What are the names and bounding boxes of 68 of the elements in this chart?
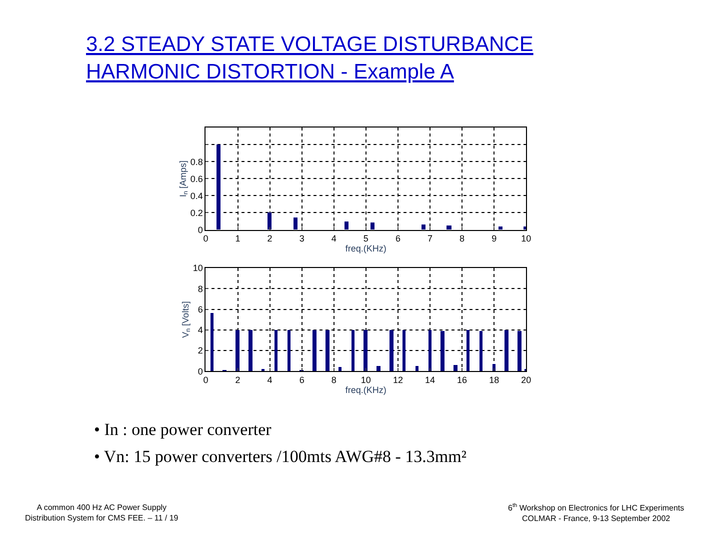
bar [294,218,298,230]
x-tick-label: 9 [492,234,497,244]
text: • In : one power converter [94,420,272,439]
bar [364,330,368,372]
y-tick-label: 0.2 [190,208,203,218]
x-tick-label: 4 [267,374,272,385]
text: A common 400 Hz AC Power Supply Distribution System for CMS FEE. – 11 / 19 [25,503,179,522]
x-tick-label: 6 [395,234,400,244]
y-tick-label: 2 [198,346,203,356]
bar [210,313,214,372]
bar [352,330,355,372]
x-tick-label: 10 [360,374,371,385]
x-tick-label: 7 [427,234,433,244]
bar [446,226,452,230]
x-axis-title: freq.(KHz) [345,244,386,254]
bar [288,330,291,372]
bar [440,331,445,372]
bar [416,366,419,372]
bar [376,366,381,372]
bar [274,330,278,372]
bar [216,144,221,230]
x-tick-label: 16 [457,374,468,385]
y-tick-label: 6 [198,304,203,314]
bar [390,330,394,372]
bar [428,330,432,372]
y-tick-label: 0.6 [190,174,203,184]
y-tick-label: 4 [198,325,203,336]
text: 6$^{th}$ Workshop on Electronics for LHC Experiments COLMAR - France, 9-13 September 2002 [508,502,684,523]
x-tick-label: 8 [460,234,465,244]
x-tick-label: 14 [424,374,436,385]
x-tick-label: 18 [489,374,500,385]
x-tick-label: 20 [521,374,532,385]
bar [402,330,406,372]
bar [248,330,253,372]
x-tick-label: 4 [331,234,336,244]
text: • Vn: 15 power converters /100mts AWG#8 - 13.3mm² [94,447,466,466]
bar [518,331,522,372]
chart-title: 3.2 STEADY STATE VOLTAGE DISTURBANCE HARMONIC DISTORTION - Example A [86,33,534,84]
x-tick-label: 3 [299,234,304,244]
y-tick-label: 10 [192,263,203,274]
y-tick-label: 0.4 [190,190,203,201]
bar [268,212,272,230]
bar [344,222,349,230]
bar [370,222,375,230]
y-tick-label: 0 [198,224,203,235]
bar [480,331,483,372]
x-tick-label: 10 [521,234,532,244]
x-tick-label: 1 [235,234,240,244]
bar [498,226,503,230]
bar [312,330,317,372]
bar [466,330,470,372]
x-tick-label: 8 [331,374,336,385]
y-tick-label: 0.8 [190,156,203,167]
bar [524,226,526,230]
y-tick-label: 0 [198,366,203,376]
bar [338,367,342,372]
bar [236,330,240,372]
y-tick-label: 8 [198,284,203,294]
bar [326,330,330,372]
bar [504,330,509,372]
x-tick-label: 5 [363,234,368,244]
x-tick-label: 6 [299,374,304,385]
x-tick-label: 2 [235,374,240,385]
x-tick-label: 2 [267,234,272,244]
x-tick-label: 12 [392,374,403,385]
x-axis-title: freq.(KHz) [345,384,386,395]
bar [454,365,458,372]
bar [422,224,426,230]
